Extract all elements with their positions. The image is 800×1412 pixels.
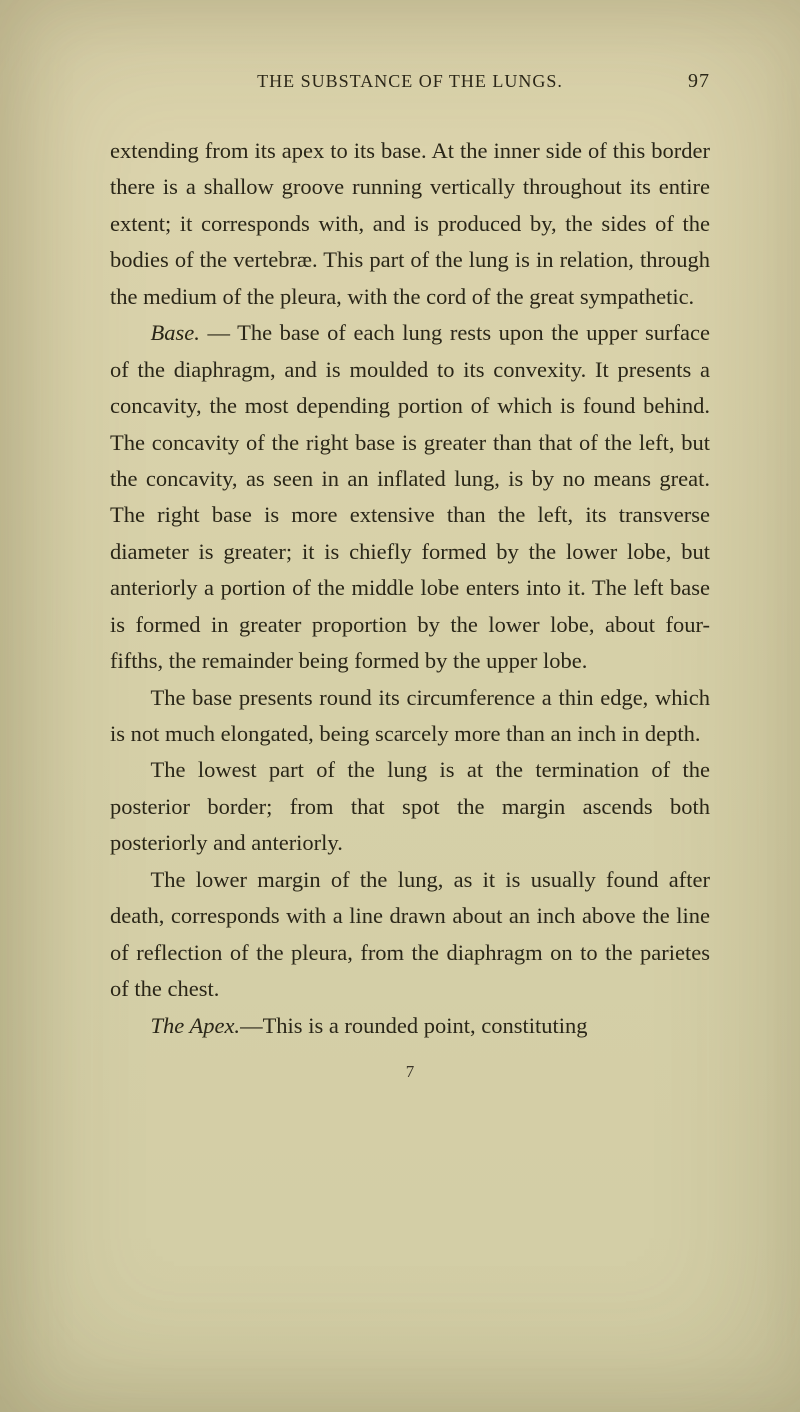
page-container: THE SUBSTANCE OF THE LUNGS. 97 extending… (0, 0, 800, 1142)
running-title: THE SUBSTANCE OF THE LUNGS. (150, 71, 670, 92)
signature-number: 7 (110, 1062, 710, 1082)
paragraph-2: Base. — The base of each lung rests upon… (110, 315, 710, 679)
paragraph-2-body: — The base of each lung rests upon the u… (110, 320, 710, 673)
running-head: THE SUBSTANCE OF THE LUNGS. 97 (110, 70, 710, 93)
paragraph-5: The lower margin of the lung, as it is u… (110, 862, 710, 1008)
apex-label: The Apex. (151, 1013, 241, 1038)
paragraph-1: extending from its apex to its base. At … (110, 133, 710, 315)
paragraph-6: The Apex.—This is a rounded point, const… (110, 1008, 710, 1044)
body-text: extending from its apex to its base. At … (110, 133, 710, 1044)
base-label: Base. (151, 320, 200, 345)
paragraph-6-body: —This is a rounded point, constituting (240, 1013, 587, 1038)
paragraph-3: The base presents round its circumferenc… (110, 680, 710, 753)
page-number: 97 (670, 70, 710, 93)
paragraph-4: The lowest part of the lung is at the te… (110, 752, 710, 861)
